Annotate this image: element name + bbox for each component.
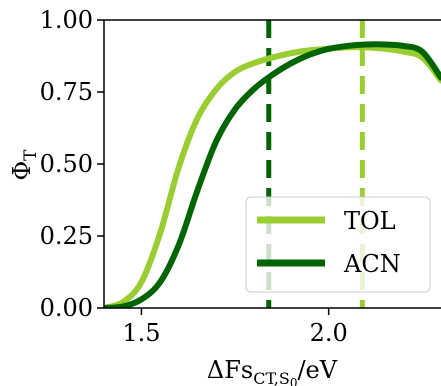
y-tick-label: 0.00 — [40, 294, 93, 322]
y-tick-label: 0.50 — [40, 150, 93, 178]
y-tick-label: 1.00 — [40, 6, 93, 34]
y-tick-label: 0.25 — [40, 222, 93, 250]
legend-label-acn: ACN — [343, 250, 401, 278]
legend-box — [245, 196, 431, 293]
legend-label-tol: TOL — [344, 207, 396, 235]
ticks: 0.00 0.25 0.50 0.75 1.00 1.5 2.0 — [40, 6, 348, 347]
y-tick-label: 0.75 — [40, 78, 93, 106]
x-axis-label: ΔFsCT,S0/eV — [207, 356, 338, 386]
x-tick-label: 2.0 — [310, 319, 348, 347]
x-tick-label: 1.5 — [122, 319, 160, 347]
legend: TOL ACN — [245, 196, 431, 293]
series-line-tol — [104, 44, 441, 308]
series-line-acn — [104, 41, 441, 308]
y-axis-label: ΦT — [8, 149, 41, 181]
